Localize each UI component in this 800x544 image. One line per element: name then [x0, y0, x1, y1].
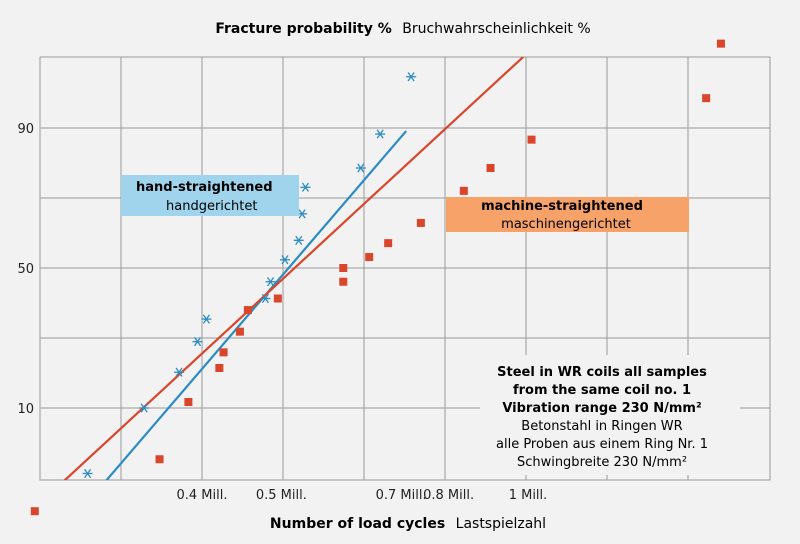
machine-straightened-point: [215, 363, 224, 372]
machine-straightened-point: [365, 253, 374, 262]
data-points: [30, 39, 725, 516]
machine-straightened-label: machine-straightened: [481, 199, 643, 214]
hand-straightened-point: [375, 129, 386, 139]
machine-straightened-point: [716, 39, 725, 48]
hand-straightened-label-de: handgerichtet: [166, 199, 257, 214]
x-axis-label-en: Number of load cycles: [270, 516, 445, 532]
annotation-line-5: alle Proben aus einem Ring Nr. 1: [496, 437, 708, 452]
hand-straightened-label-box: [121, 175, 299, 216]
fit-lines: [63, 57, 525, 480]
annotation-line-3: Vibration range 230 N/mm²: [502, 401, 701, 416]
machine-straightened-point: [339, 264, 348, 272]
machine-straightened-point: [243, 306, 252, 315]
x-tick-label: 0.8 Mill.: [423, 488, 474, 503]
y-tick-label: 90: [17, 122, 34, 137]
machine-straightened-point: [30, 507, 39, 516]
hand-straightened-point: [355, 163, 366, 173]
hand-straightened-point: [139, 403, 150, 413]
annotation-line-4: Betonstahl in Ringen WR: [521, 419, 682, 434]
chart-title: Fracture probability % Bruchwahrscheinli…: [215, 21, 590, 37]
hand-straightened-point: [82, 468, 93, 479]
chart-title-en: Fracture probability %: [215, 21, 391, 37]
x-tick-label: 0.7 Mill.: [376, 488, 427, 503]
x-tick-label: 0.4 Mill.: [177, 488, 228, 503]
hand-straightened-point: [201, 314, 212, 324]
chart-title-de: Bruchwahrscheinlichkeit %: [402, 21, 590, 37]
hand-straightened-point: [406, 72, 417, 82]
machine-straightened-point: [384, 239, 393, 248]
hand-straightened-point: [279, 255, 290, 265]
y-tick-label: 50: [17, 262, 34, 277]
hand-straightened-point: [293, 235, 304, 245]
annotation: Steel in WR coils all samples from the s…: [480, 355, 740, 475]
machine-straightened-point: [219, 348, 228, 357]
y-tick-labels: 10 50 90: [17, 122, 34, 417]
hand-straightened-label: hand-straightened: [136, 180, 273, 195]
machine-straightened-point: [184, 397, 193, 406]
machine-straightened-point: [235, 327, 244, 336]
x-tick-label: 1 Mill.: [509, 488, 548, 503]
machine-straightened-label-de: maschinengerichtet: [501, 217, 631, 232]
machine-straightened-point: [486, 164, 495, 173]
hand-straightened-fit-line: [105, 130, 407, 480]
hand-straightened-point: [174, 367, 185, 377]
hand-straightened-point: [192, 337, 203, 347]
machine-straightened-point: [273, 294, 282, 303]
y-tick-label: 10: [17, 402, 34, 417]
machine-straightened-point: [155, 455, 164, 464]
annotation-line-2: from the same coil no. 1: [513, 383, 691, 398]
machine-straightened-fit-line: [63, 57, 525, 480]
machine-straightened-label-box: [446, 197, 689, 232]
machine-straightened-point: [702, 94, 711, 103]
x-tick-label: 0.5 Mill.: [256, 488, 307, 503]
machine-straightened-point: [459, 186, 468, 195]
x-axis-label: Number of load cycles Lastspielzahl: [270, 516, 546, 532]
hand-straightened-point: [300, 182, 311, 192]
x-axis-label-de: Lastspielzahl: [456, 516, 546, 532]
annotation-line-1: Steel in WR coils all samples: [497, 365, 707, 380]
machine-straightened-point: [416, 218, 425, 227]
annotation-line-6: Schwingbreite 230 N/mm²: [517, 455, 687, 470]
hand-straightened-point: [260, 293, 271, 304]
machine-straightened-point: [527, 135, 536, 144]
hand-straightened-point: [265, 277, 276, 287]
x-tick-labels: 0.4 Mill. 0.5 Mill. 0.7 Mill.0.8 Mill. 1 Mi…: [177, 488, 548, 503]
machine-straightened-point: [339, 277, 348, 286]
